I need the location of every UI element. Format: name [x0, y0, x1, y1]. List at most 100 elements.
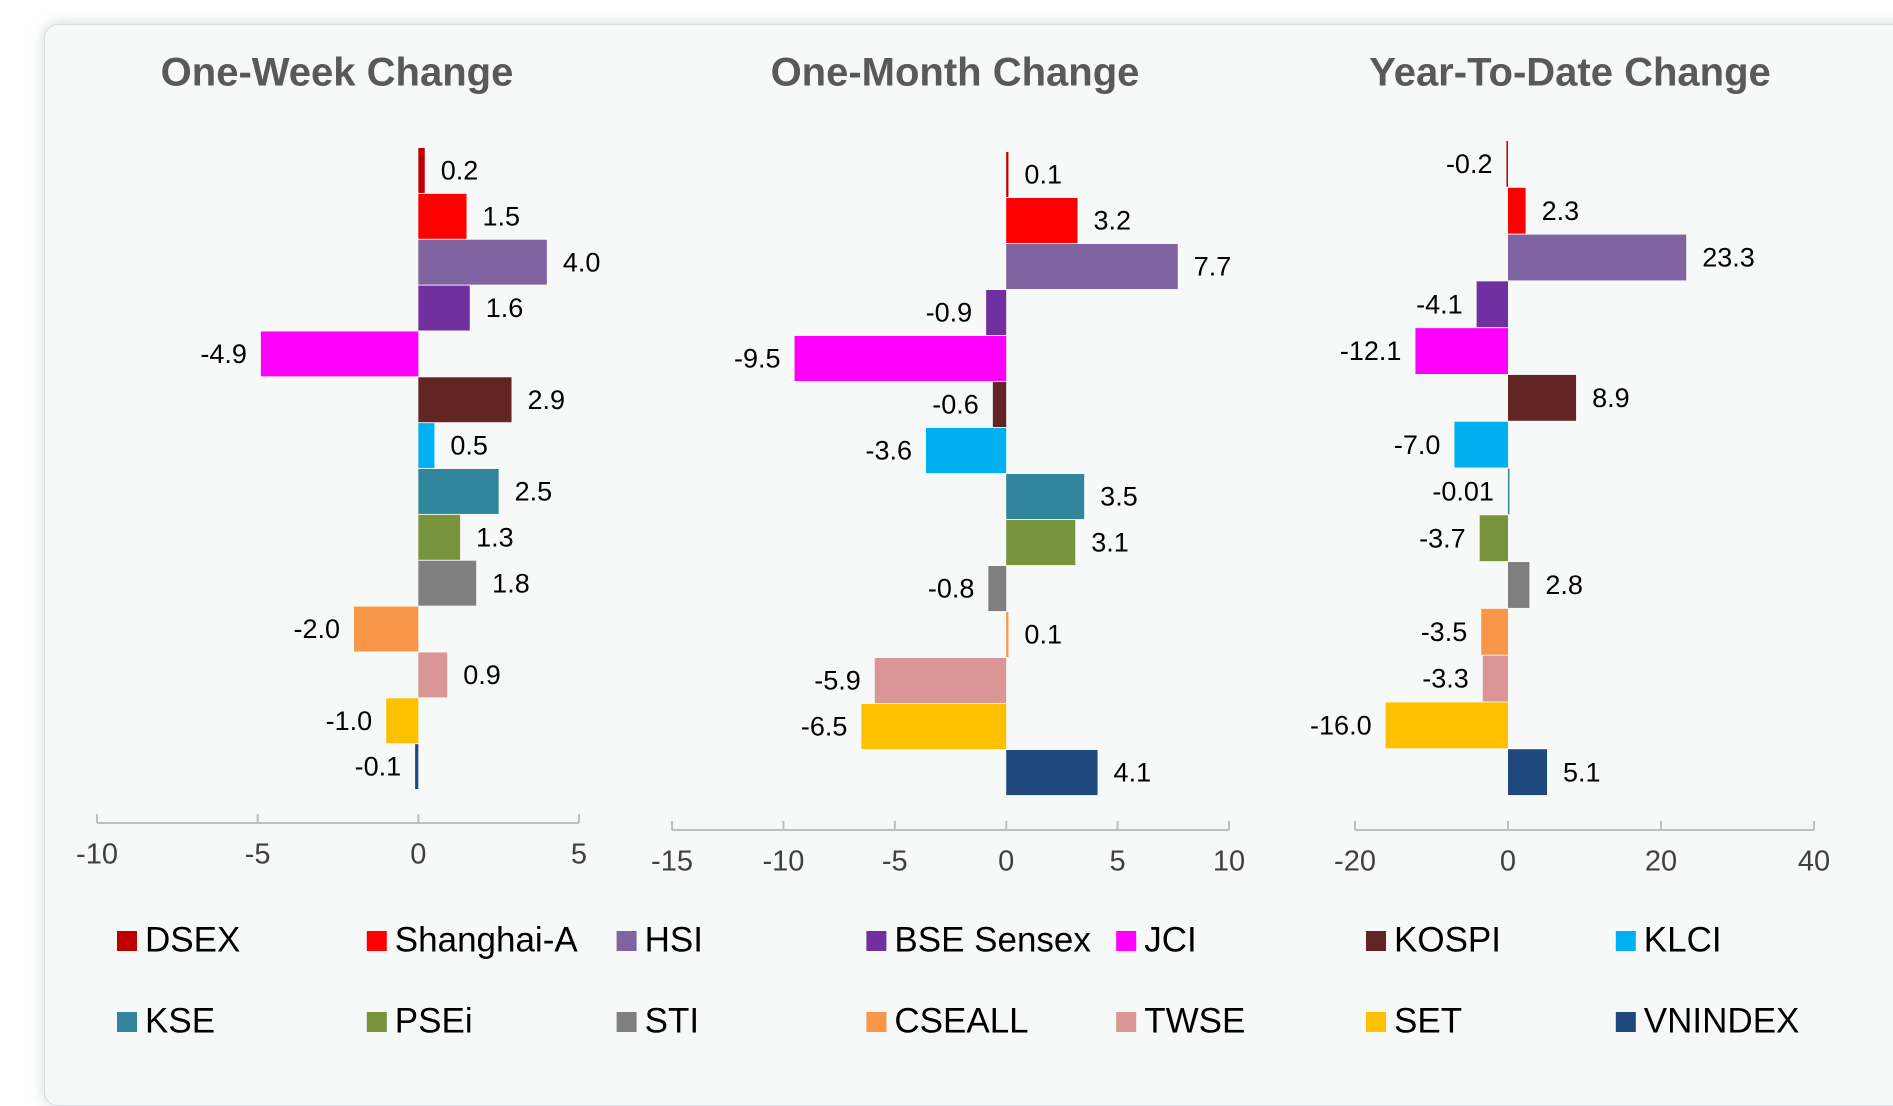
x-tick-label: 0 [998, 846, 1014, 878]
data-label: 4.0 [563, 247, 601, 277]
data-label: -7.0 [1394, 430, 1441, 460]
bar [794, 336, 1007, 382]
x-tick-label: -10 [762, 846, 804, 878]
legend-swatch [117, 931, 137, 951]
bar [418, 193, 467, 239]
bar [1415, 328, 1508, 374]
bar [1006, 474, 1085, 520]
data-label: -12.1 [1340, 336, 1402, 366]
bar [418, 514, 461, 560]
legend-swatch [1366, 1012, 1386, 1032]
bar [418, 148, 425, 193]
bar [861, 704, 1007, 750]
data-label: -3.7 [1419, 523, 1466, 553]
data-label: -3.6 [865, 436, 912, 466]
data-label: -0.2 [1446, 149, 1493, 179]
bar [1476, 281, 1508, 328]
bar [986, 290, 1007, 336]
x-tick-label: 10 [1213, 846, 1245, 878]
data-label: -0.9 [926, 298, 973, 328]
data-label: 3.1 [1091, 528, 1129, 558]
data-label: -2.0 [294, 614, 341, 644]
data-label: 1.6 [486, 293, 524, 323]
data-label: -1.0 [326, 706, 373, 736]
legend-label: PSEi [395, 1001, 473, 1040]
data-label: 5.1 [1563, 757, 1601, 787]
bar [1508, 749, 1548, 796]
data-label: 8.9 [1592, 383, 1630, 413]
data-label: 0.2 [441, 156, 479, 186]
legend-label: KOSPI [1394, 920, 1501, 959]
bar [1481, 608, 1508, 655]
bar [386, 698, 419, 744]
bar [1508, 562, 1530, 608]
legend-swatch [616, 1012, 637, 1032]
data-label: 1.8 [492, 568, 530, 598]
x-tick-label: -5 [245, 839, 271, 871]
x-tick-label: -15 [651, 846, 693, 878]
legend-swatch [866, 1012, 887, 1032]
bar [415, 744, 419, 790]
legend-label: SET [1394, 1001, 1462, 1040]
data-label: -3.3 [1422, 664, 1469, 694]
bar [1507, 468, 1510, 515]
data-label: -0.01 [1432, 477, 1494, 507]
bar [1508, 374, 1577, 421]
x-tick-label: -20 [1334, 846, 1376, 878]
legend-swatch [1116, 931, 1137, 951]
legend-label: HSI [645, 920, 703, 959]
bar [925, 428, 1007, 474]
bar [260, 331, 419, 377]
data-label: 0.1 [1024, 160, 1062, 190]
data-label: 0.9 [463, 660, 501, 690]
bar [418, 560, 477, 606]
legend-swatch [616, 931, 637, 951]
x-tick-label: -10 [76, 839, 118, 871]
chart-title: One-Month Change [771, 51, 1140, 95]
data-label: 1.3 [476, 522, 514, 552]
bar [992, 382, 1007, 428]
data-label: -5.9 [814, 666, 861, 696]
legend-swatch [366, 931, 387, 951]
data-label: -9.5 [734, 344, 781, 374]
legend-label: BSE Sensex [894, 920, 1091, 959]
data-label: -0.6 [932, 390, 979, 420]
card [44, 24, 1893, 1106]
bar [874, 658, 1007, 704]
data-label: 2.3 [1542, 196, 1580, 226]
data-label: 2.8 [1545, 570, 1583, 600]
data-label: -0.8 [928, 574, 975, 604]
page: One-Week Change -10 -5 0 5 0.2 1.5 4.0 1.6 -4.9 2.… [44, 24, 1893, 1106]
data-label: 23.3 [1702, 243, 1755, 273]
legend-swatch [117, 1012, 137, 1032]
data-label: 2.9 [528, 385, 566, 415]
legend-label: KLCI [1644, 920, 1722, 959]
legend-label: STI [645, 1001, 699, 1040]
legend-label: Shanghai-A [395, 920, 579, 959]
bar [1454, 421, 1508, 468]
chart-title: One-Week Change [161, 51, 514, 95]
bar [1508, 187, 1526, 234]
data-label: 2.5 [515, 477, 553, 507]
bar [1506, 141, 1508, 187]
legend-label: TWSE [1144, 1001, 1245, 1040]
legend-label: VNINDEX [1644, 1001, 1800, 1040]
data-label: -3.5 [1421, 617, 1468, 647]
bar [418, 469, 499, 514]
x-tick-label: 0 [410, 839, 426, 871]
bar [1482, 655, 1508, 702]
data-label: -6.5 [801, 712, 848, 742]
x-tick-label: 40 [1798, 846, 1830, 878]
bar [1006, 520, 1076, 566]
bar [1006, 198, 1078, 244]
x-tick-label: 5 [571, 839, 587, 871]
x-tick-label: 0 [1500, 846, 1516, 878]
bar [988, 566, 1007, 612]
bar [1006, 244, 1178, 290]
bar [418, 285, 470, 331]
bar [418, 652, 448, 698]
bar [1479, 515, 1508, 562]
legend-label: KSE [145, 1001, 215, 1040]
x-tick-label: 20 [1645, 846, 1677, 878]
data-label: -4.9 [200, 339, 247, 369]
